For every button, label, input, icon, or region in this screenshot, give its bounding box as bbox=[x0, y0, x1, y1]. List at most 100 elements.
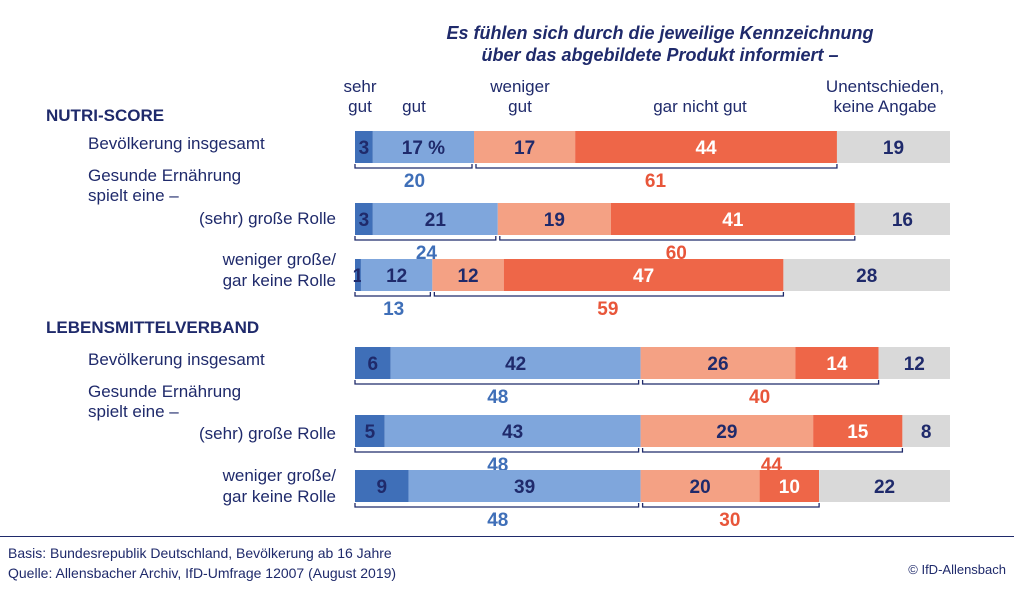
bar-gut-row-6 bbox=[408, 470, 641, 502]
footer-basis: Basis: Bundesrepublik Deutschland, Bevöl… bbox=[8, 545, 392, 561]
bracket-positive-row-3 bbox=[354, 292, 431, 297]
bar-sehr-gut-row-2 bbox=[355, 203, 373, 235]
bar-gut-row-3 bbox=[360, 259, 433, 291]
value-label-weniger-gut-row-1: 17 bbox=[514, 138, 535, 159]
value-label-gar-nicht-gut-row-1: 44 bbox=[695, 138, 717, 159]
column-header-weniger-gut: weniger gut bbox=[470, 77, 570, 117]
row-label-lmv-total: Bevölkerung insgesamt bbox=[88, 350, 265, 369]
sum-positive-row-6: 48 bbox=[487, 510, 508, 531]
sum-negative-row-1: 61 bbox=[645, 171, 667, 192]
value-label-gut-row-1: 17 % bbox=[402, 138, 445, 159]
column-header-sehr-gut: sehr gut bbox=[338, 77, 382, 117]
bracket-negative-row-2 bbox=[499, 236, 856, 241]
column-header-weniger-gut-line-1: weniger bbox=[490, 77, 550, 96]
value-label-gar-nicht-gut-row-2: 41 bbox=[722, 210, 744, 231]
row-label-nutri-low-1: weniger große/ bbox=[222, 250, 336, 269]
sum-positive-row-4: 48 bbox=[487, 387, 508, 408]
column-header-gar-nicht-gut: gar nicht gut bbox=[653, 97, 747, 116]
row-label-lmv-high: (sehr) große Rolle bbox=[199, 424, 336, 443]
bracket-negative-row-4 bbox=[641, 380, 880, 385]
bracket-negative-row-6 bbox=[641, 503, 820, 508]
bar-gut-row-1 bbox=[372, 131, 474, 163]
value-label-sehr-gut-row-2: 3 bbox=[359, 210, 370, 231]
column-header-unentschieden-line-1: Unentschieden, bbox=[825, 77, 945, 96]
sum-positive-row-2: 24 bbox=[416, 243, 438, 264]
section-title-nutri-score: NUTRI-SCORE bbox=[46, 106, 165, 125]
bracket-positive-row-6 bbox=[354, 503, 640, 508]
bar-sehr-gut-row-5 bbox=[355, 415, 385, 447]
row-label-nutri-high: (sehr) große Rolle bbox=[199, 209, 336, 228]
bar-unentschieden-row-4 bbox=[878, 347, 950, 379]
value-label-sehr-gut-row-4: 6 bbox=[368, 354, 379, 375]
bracket-negative-row-5 bbox=[641, 448, 904, 453]
bar-gut-row-2 bbox=[372, 203, 498, 235]
bar-sehr-gut-row-4 bbox=[355, 347, 391, 379]
bar-unentschieden-row-1 bbox=[836, 131, 950, 163]
bar-weniger-gut-row-2 bbox=[497, 203, 611, 235]
sum-positive-row-3: 13 bbox=[383, 299, 404, 320]
sum-negative-row-2: 60 bbox=[666, 243, 687, 264]
footer-divider bbox=[0, 536, 1014, 537]
value-label-sehr-gut-row-5: 5 bbox=[365, 422, 376, 443]
sum-negative-row-3: 59 bbox=[597, 299, 618, 320]
value-label-gut-row-5: 43 bbox=[502, 422, 523, 443]
column-header-gut: gut bbox=[402, 97, 426, 116]
value-label-weniger-gut-row-2: 19 bbox=[544, 210, 565, 231]
row-label-lmv-low-2: gar keine Rolle bbox=[222, 487, 336, 506]
bar-weniger-gut-row-3 bbox=[432, 259, 504, 291]
sum-positive-row-1: 20 bbox=[404, 171, 425, 192]
bracket-positive-row-1 bbox=[354, 164, 473, 169]
value-label-weniger-gut-row-6: 20 bbox=[690, 477, 711, 498]
bar-unentschieden-row-2 bbox=[854, 203, 950, 235]
bar-gar-nicht-gut-row-2 bbox=[610, 203, 855, 235]
bar-unentschieden-row-3 bbox=[783, 259, 950, 291]
value-label-weniger-gut-row-5: 29 bbox=[716, 422, 737, 443]
column-header-sehr-gut-line-2: gut bbox=[348, 97, 372, 116]
row-label-nutri-group-1: Gesunde Ernährung bbox=[88, 166, 242, 185]
bar-sehr-gut-row-3 bbox=[355, 259, 361, 291]
value-label-unentschieden-row-2: 16 bbox=[892, 210, 913, 231]
value-label-gar-nicht-gut-row-5: 15 bbox=[847, 422, 869, 443]
bar-gut-row-5 bbox=[384, 415, 641, 447]
bar-gar-nicht-gut-row-3 bbox=[503, 259, 784, 291]
bar-gar-nicht-gut-row-5 bbox=[813, 415, 903, 447]
value-label-unentschieden-row-6: 22 bbox=[874, 477, 895, 498]
value-label-sehr-gut-row-1: 3 bbox=[359, 138, 370, 159]
bar-unentschieden-row-6 bbox=[819, 470, 950, 502]
bracket-positive-row-2 bbox=[354, 236, 497, 241]
bar-weniger-gut-row-1 bbox=[474, 131, 576, 163]
row-label-nutri-low-2: gar keine Rolle bbox=[222, 271, 336, 290]
row-label-lmv-low-1: weniger große/ bbox=[222, 466, 336, 485]
value-label-unentschieden-row-4: 12 bbox=[904, 354, 925, 375]
bracket-negative-row-3 bbox=[433, 292, 785, 297]
value-label-sehr-gut-row-6: 9 bbox=[376, 477, 387, 498]
value-label-gut-row-2: 21 bbox=[425, 210, 447, 231]
bar-sehr-gut-row-6 bbox=[355, 470, 409, 502]
column-header-weniger-gut-line-2: gut bbox=[508, 97, 532, 116]
footer-quelle: Quelle: Allensbacher Archiv, IfD-Umfrage… bbox=[8, 565, 397, 581]
value-label-gut-row-3: 12 bbox=[386, 266, 407, 287]
sum-negative-row-4: 40 bbox=[749, 387, 770, 408]
value-label-gar-nicht-gut-row-6: 10 bbox=[779, 477, 800, 498]
value-label-gar-nicht-gut-row-4: 14 bbox=[826, 354, 848, 375]
value-label-unentschieden-row-1: 19 bbox=[883, 138, 904, 159]
chart-title-line-1: Es fühlen sich durch die jeweilige Kennz… bbox=[446, 23, 874, 43]
column-header-unentschieden: Unentschieden, keine Angabe bbox=[805, 77, 965, 117]
bar-gar-nicht-gut-row-4 bbox=[795, 347, 879, 379]
footer-copyright: © IfD-Allensbach bbox=[908, 562, 1006, 577]
bracket-positive-row-5 bbox=[354, 448, 640, 453]
row-label-lmv-group-2: spielt eine – bbox=[88, 402, 179, 421]
bar-gar-nicht-gut-row-1 bbox=[575, 131, 837, 163]
bar-weniger-gut-row-4 bbox=[640, 347, 796, 379]
bar-weniger-gut-row-5 bbox=[640, 415, 814, 447]
value-label-sehr-gut-row-3: 1 bbox=[353, 266, 364, 287]
sum-negative-row-6: 30 bbox=[719, 510, 740, 531]
value-label-gar-nicht-gut-row-3: 47 bbox=[633, 266, 654, 287]
bar-gar-nicht-gut-row-6 bbox=[759, 470, 820, 502]
bar-sehr-gut-row-1 bbox=[355, 131, 373, 163]
row-label-nutri-total: Bevölkerung insgesamt bbox=[88, 134, 265, 153]
column-header-unentschieden-line-2: keine Angabe bbox=[833, 97, 937, 116]
bar-unentschieden-row-5 bbox=[902, 415, 950, 447]
bar-gut-row-4 bbox=[390, 347, 641, 379]
